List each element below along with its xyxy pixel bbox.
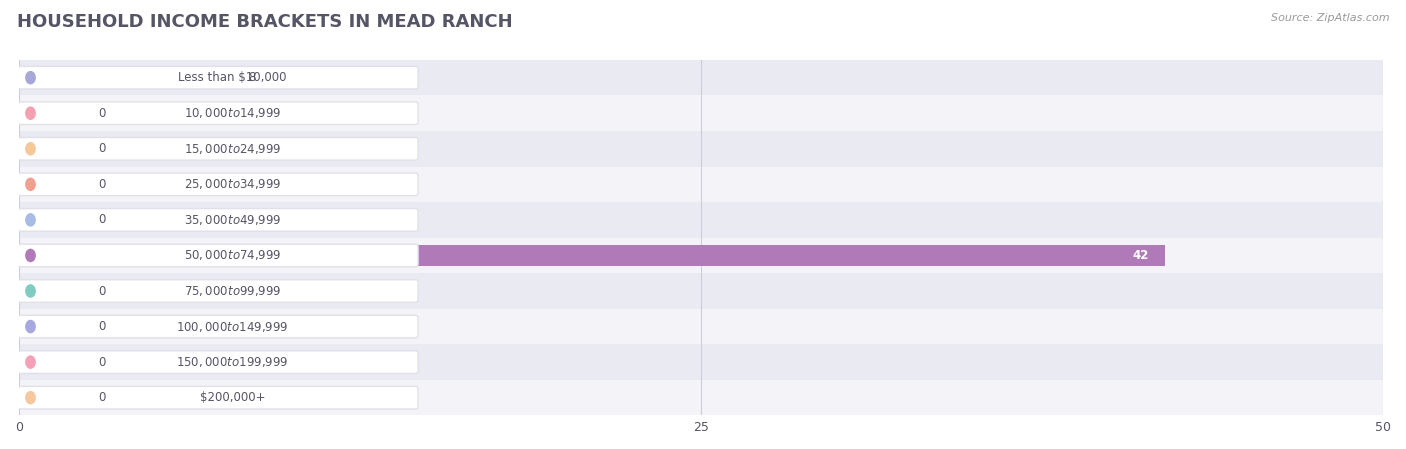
Text: 42: 42 xyxy=(1132,249,1149,262)
Circle shape xyxy=(25,321,35,333)
Text: HOUSEHOLD INCOME BRACKETS IN MEAD RANCH: HOUSEHOLD INCOME BRACKETS IN MEAD RANCH xyxy=(17,13,513,31)
FancyBboxPatch shape xyxy=(18,387,418,409)
Bar xyxy=(20,238,1384,273)
Bar xyxy=(20,309,1384,344)
FancyBboxPatch shape xyxy=(18,244,418,267)
Text: 0: 0 xyxy=(98,213,105,226)
FancyBboxPatch shape xyxy=(18,173,418,196)
Bar xyxy=(20,96,1384,131)
Bar xyxy=(20,138,87,159)
Bar xyxy=(20,273,1384,309)
Circle shape xyxy=(25,214,35,226)
Text: Less than $10,000: Less than $10,000 xyxy=(179,71,287,84)
Text: $200,000+: $200,000+ xyxy=(200,391,266,404)
Bar xyxy=(20,131,1384,167)
Circle shape xyxy=(25,107,35,119)
Text: 0: 0 xyxy=(98,391,105,404)
FancyBboxPatch shape xyxy=(18,280,418,302)
FancyBboxPatch shape xyxy=(18,137,418,160)
FancyBboxPatch shape xyxy=(18,209,418,231)
Circle shape xyxy=(25,249,35,261)
FancyBboxPatch shape xyxy=(18,66,418,89)
Text: 0: 0 xyxy=(98,107,105,120)
Bar xyxy=(20,344,1384,380)
Text: $100,000 to $149,999: $100,000 to $149,999 xyxy=(176,320,288,334)
Circle shape xyxy=(25,392,35,404)
Bar xyxy=(20,103,87,123)
Text: $50,000 to $74,999: $50,000 to $74,999 xyxy=(184,248,281,263)
Bar xyxy=(20,281,87,301)
Text: Source: ZipAtlas.com: Source: ZipAtlas.com xyxy=(1271,13,1389,23)
Bar xyxy=(20,67,238,88)
Bar xyxy=(20,387,87,408)
Text: $25,000 to $34,999: $25,000 to $34,999 xyxy=(184,177,281,191)
FancyBboxPatch shape xyxy=(18,315,418,338)
Bar xyxy=(20,245,1164,266)
Bar xyxy=(20,380,1384,415)
Text: $10,000 to $14,999: $10,000 to $14,999 xyxy=(184,106,281,120)
Text: $75,000 to $99,999: $75,000 to $99,999 xyxy=(184,284,281,298)
Text: 8: 8 xyxy=(247,71,256,84)
Text: 0: 0 xyxy=(98,285,105,298)
Text: $15,000 to $24,999: $15,000 to $24,999 xyxy=(184,142,281,156)
Circle shape xyxy=(25,285,35,297)
Circle shape xyxy=(25,178,35,190)
Text: 0: 0 xyxy=(98,320,105,333)
Text: 0: 0 xyxy=(98,356,105,369)
Bar xyxy=(20,174,87,195)
Text: $35,000 to $49,999: $35,000 to $49,999 xyxy=(184,213,281,227)
Bar xyxy=(20,210,87,230)
Bar xyxy=(20,202,1384,238)
Bar xyxy=(20,316,87,337)
Text: 0: 0 xyxy=(98,178,105,191)
FancyBboxPatch shape xyxy=(18,351,418,374)
Text: $150,000 to $199,999: $150,000 to $199,999 xyxy=(176,355,288,369)
Text: 0: 0 xyxy=(98,142,105,155)
Bar xyxy=(20,167,1384,202)
Circle shape xyxy=(25,71,35,84)
Bar xyxy=(20,60,1384,96)
Bar xyxy=(20,352,87,372)
Circle shape xyxy=(25,143,35,155)
FancyBboxPatch shape xyxy=(18,102,418,124)
Circle shape xyxy=(25,356,35,368)
